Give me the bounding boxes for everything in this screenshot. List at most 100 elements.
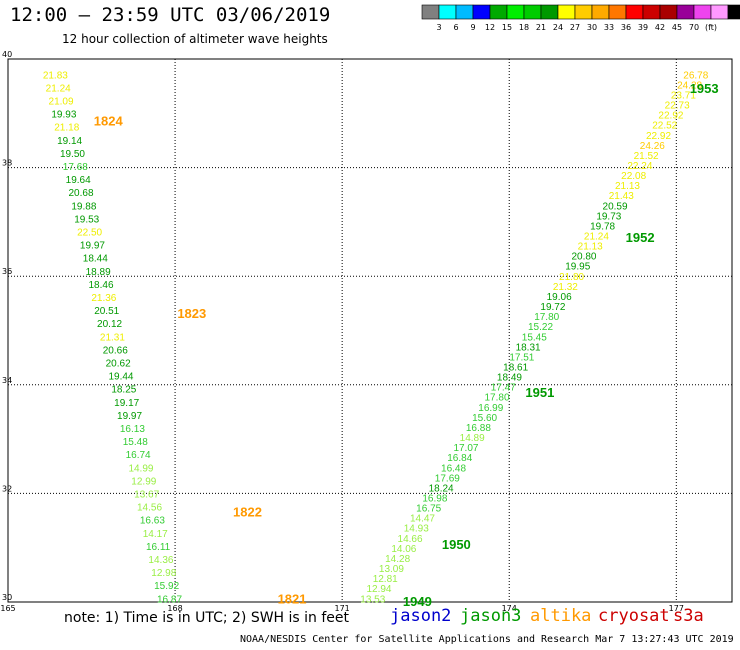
y-tick-label: 30 [2, 593, 12, 602]
wave-height-value: 19.88 [71, 201, 96, 212]
colorbar-label: 21 [536, 23, 546, 32]
colorbar-swatch [608, 4, 627, 20]
wave-height-value: 17.68 [63, 162, 88, 173]
colorbar-swatch [472, 4, 491, 20]
legend-cryosat: cryosat [598, 606, 670, 626]
x-tick-label: 171 [335, 604, 350, 613]
wave-height-value: 20.66 [103, 345, 128, 356]
wave-height-value: 19.72 [540, 302, 565, 313]
wave-height-value: 19.78 [590, 221, 615, 232]
wave-height-value: 20.62 [106, 358, 131, 369]
legend-jason2: jason2 [390, 606, 452, 626]
colorbar-label: 12 [485, 23, 495, 32]
colorbar-swatch [693, 4, 712, 20]
colorbar-label: 70 [689, 23, 699, 32]
wave-height-value: 18.44 [83, 254, 108, 265]
wave-height-value: 19.97 [117, 411, 142, 422]
plot-frame [7, 58, 733, 603]
colorbar-swatch [438, 4, 457, 20]
wave-height-value: 14.93 [404, 524, 429, 535]
wave-height-value: 16.99 [478, 403, 503, 414]
wave-height-value: 14.99 [128, 463, 153, 474]
pass-number-label: 1949 [403, 594, 432, 609]
wave-height-value: 19.93 [51, 110, 76, 121]
wave-height-value: 20.80 [571, 252, 596, 263]
wave-height-value: 14.17 [143, 529, 168, 540]
y-tick-label: 36 [2, 267, 12, 276]
wave-height-value: 22.92 [646, 131, 671, 142]
wave-height-value: 21.80 [559, 272, 584, 283]
colorbar-label: 15 [502, 23, 512, 32]
wave-height-value: 18.31 [516, 342, 541, 353]
colorbar-swatch [574, 4, 593, 20]
colorbar-swatch [557, 4, 576, 20]
wave-height-value: 20.68 [69, 188, 94, 199]
colorbar-swatch [421, 4, 440, 20]
x-tick-label: 174 [502, 604, 517, 613]
wave-height-value: 18.89 [86, 267, 111, 278]
wave-height-value: 21.24 [46, 83, 71, 94]
wave-height-value: 12.99 [131, 476, 156, 487]
pass-number-label: 1951 [525, 385, 554, 400]
pass-number-label: 1953 [690, 81, 719, 96]
wave-height-value: 18.24 [429, 483, 454, 494]
wave-height-value: 16.74 [126, 450, 151, 461]
wave-height-value: 19.06 [547, 292, 572, 303]
colorbar-label: 30 [587, 23, 597, 32]
colorbar-swatch [455, 4, 474, 20]
wave-height-value: 15.48 [123, 437, 148, 448]
pass-number-label: 1824 [94, 113, 124, 128]
wave-height-value: 21.18 [54, 123, 79, 134]
colorbar-label: 9 [470, 23, 475, 32]
wave-height-value: 21.32 [553, 282, 578, 293]
wave-height-value: 13.09 [379, 564, 404, 575]
colorbar-swatch [523, 4, 542, 20]
wave-height-value: 17.51 [509, 352, 534, 363]
wave-height-value: 19.97 [80, 241, 105, 252]
wave-height-value: 14.28 [385, 554, 410, 565]
wave-height-value: 19.17 [114, 398, 139, 409]
wave-height-value: 14.56 [137, 503, 162, 514]
pass-number-label: 1821 [278, 591, 307, 606]
x-tick-label: 177 [669, 604, 684, 613]
wave-height-value: 17.07 [453, 443, 478, 454]
colorbar-label: 45 [672, 23, 682, 32]
colorbar-label: 27 [570, 23, 580, 32]
grid-lines [7, 58, 733, 603]
legend-altika: altika [530, 606, 592, 626]
footer-note: note: 1) Time is in UTC; 2) SWH is in fe… [64, 610, 350, 626]
colorbar-swatch [625, 4, 644, 20]
wave-height-value: 15.92 [154, 581, 179, 592]
wave-height-value: 18.49 [497, 373, 522, 384]
colorbar-label: 18 [519, 23, 529, 32]
pass-number-label: 1823 [177, 306, 206, 321]
wave-height-value: 16.84 [447, 453, 472, 464]
wave-height-value: 26.78 [683, 70, 708, 81]
colorbar-swatch [506, 4, 525, 20]
colorbar-swatch [540, 4, 559, 20]
data-marks: 21.83 21.24 21.09 19.93 21.18 19.14 19.50 17.68… [43, 70, 719, 609]
pass-number-label: 1952 [626, 230, 655, 245]
colorbar-label: 36 [621, 23, 631, 32]
y-tick-label: 40 [2, 50, 12, 59]
wave-height-value: 14.06 [391, 544, 416, 555]
wave-height-value: 15.45 [522, 332, 547, 343]
wave-height-value: 13.53 [360, 594, 385, 605]
wave-height-value: 14.89 [460, 433, 485, 444]
wave-height-value: 20.12 [97, 319, 122, 330]
wave-height-value: 22.73 [665, 101, 690, 112]
wave-height-value: 14.66 [398, 534, 423, 545]
wave-height-value: 19.95 [565, 262, 590, 273]
x-tick-label: 165 [0, 604, 15, 613]
colorbar-label: 3 [436, 23, 441, 32]
wave-height-value: 16.11 [146, 542, 171, 553]
wave-height-value: 17.69 [435, 473, 460, 484]
wave-height-value: 22.52 [652, 121, 677, 132]
wave-height-value: 21.13 [578, 242, 603, 253]
wave-height-value: 14.36 [148, 555, 173, 566]
y-tick-label: 34 [2, 376, 12, 385]
wave-height-value: 22.08 [621, 171, 646, 182]
colorbar-swatch [659, 4, 678, 20]
wave-height-value: 18.25 [111, 385, 136, 396]
